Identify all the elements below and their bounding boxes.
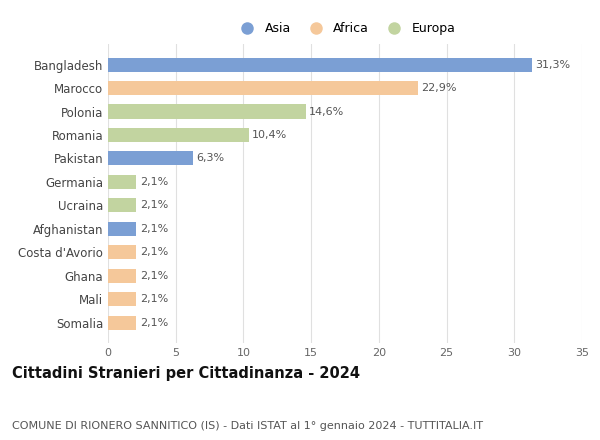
Text: 2,1%: 2,1% bbox=[140, 224, 168, 234]
Text: 2,1%: 2,1% bbox=[140, 271, 168, 281]
Bar bbox=[108, 292, 136, 306]
Text: 2,1%: 2,1% bbox=[140, 318, 168, 327]
Bar bbox=[108, 269, 136, 283]
Text: 2,1%: 2,1% bbox=[140, 294, 168, 304]
Bar bbox=[108, 245, 136, 259]
Bar bbox=[108, 81, 418, 95]
Bar bbox=[108, 151, 193, 165]
Bar bbox=[108, 58, 532, 72]
Text: 2,1%: 2,1% bbox=[140, 200, 168, 210]
Text: 10,4%: 10,4% bbox=[252, 130, 287, 140]
Text: 6,3%: 6,3% bbox=[197, 154, 225, 163]
Text: COMUNE DI RIONERO SANNITICO (IS) - Dati ISTAT al 1° gennaio 2024 - TUTTITALIA.IT: COMUNE DI RIONERO SANNITICO (IS) - Dati … bbox=[12, 421, 483, 431]
Text: 31,3%: 31,3% bbox=[535, 60, 571, 70]
Bar bbox=[108, 128, 249, 142]
Text: 14,6%: 14,6% bbox=[309, 106, 344, 117]
Text: 2,1%: 2,1% bbox=[140, 247, 168, 257]
Bar bbox=[108, 222, 136, 236]
Text: 2,1%: 2,1% bbox=[140, 177, 168, 187]
Legend: Asia, Africa, Europa: Asia, Africa, Europa bbox=[229, 17, 461, 40]
Bar bbox=[108, 198, 136, 213]
Bar bbox=[108, 175, 136, 189]
Bar bbox=[108, 315, 136, 330]
Bar bbox=[108, 104, 306, 118]
Text: Cittadini Stranieri per Cittadinanza - 2024: Cittadini Stranieri per Cittadinanza - 2… bbox=[12, 366, 360, 381]
Text: 22,9%: 22,9% bbox=[422, 83, 457, 93]
